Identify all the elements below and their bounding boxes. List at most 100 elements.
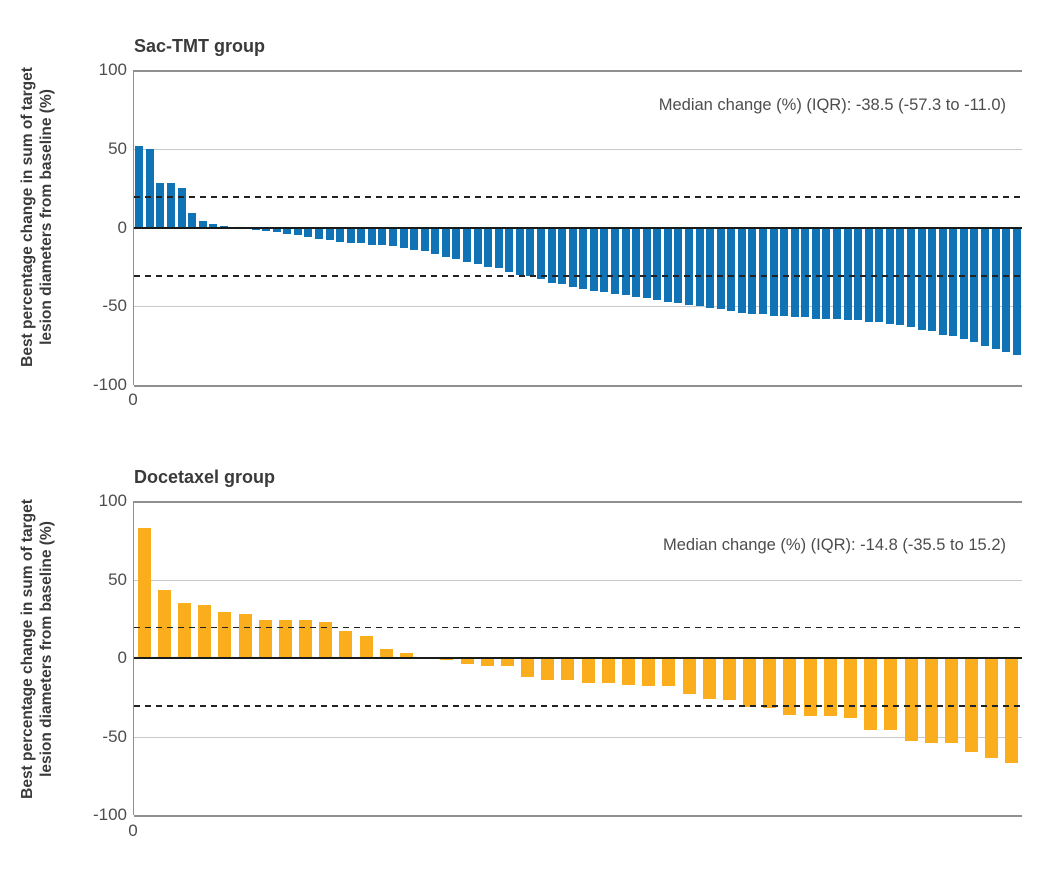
bar <box>452 227 461 259</box>
bar <box>823 658 837 717</box>
bar <box>621 658 635 685</box>
bar <box>537 227 545 280</box>
gridline--100 <box>134 815 1022 817</box>
bar <box>685 227 693 305</box>
bar <box>959 227 968 340</box>
bar <box>357 227 366 244</box>
bar <box>737 227 746 313</box>
bar <box>759 227 767 315</box>
bar <box>293 227 302 236</box>
bar <box>938 227 947 335</box>
bar <box>319 621 333 658</box>
bar <box>420 227 429 252</box>
bar <box>833 227 841 319</box>
bar <box>722 658 736 701</box>
gridline-50 <box>134 148 1022 150</box>
bar <box>743 658 757 707</box>
bar <box>949 227 958 337</box>
reference-line-20 <box>134 196 1022 198</box>
bar <box>780 227 789 316</box>
bar <box>325 227 334 241</box>
y-tick-label-0: 0 <box>117 217 127 237</box>
bar <box>521 658 535 677</box>
median-annotation-sac-tmt: Median change (%) (IQR): -38.5 (-57.3 to… <box>658 96 1006 114</box>
gridline--50 <box>134 306 1022 308</box>
bar <box>662 658 676 687</box>
bar <box>822 227 831 319</box>
y-tick-label-0: 0 <box>117 648 127 667</box>
y-tick-label--100: -100 <box>92 375 127 394</box>
bar <box>706 227 715 308</box>
bar <box>944 658 958 743</box>
bar <box>568 227 577 288</box>
bar <box>272 227 281 233</box>
reference-line--30 <box>134 705 1022 707</box>
bar <box>748 227 757 315</box>
bar <box>157 590 171 658</box>
bar <box>198 221 207 228</box>
median-annotation-docetaxel: Median change (%) (IQR): -14.8 (-35.5 to… <box>663 536 1006 554</box>
bar <box>674 227 683 304</box>
bar <box>262 227 271 231</box>
bar <box>854 227 863 321</box>
plot-area-docetaxel: Median change (%) (IQR): -14.8 (-35.5 to… <box>133 501 1022 817</box>
bar <box>561 658 575 680</box>
reference-line--30 <box>134 274 1022 277</box>
y-axis-label-top-line1: Best percentage change in sum of target <box>19 67 36 367</box>
bar <box>410 227 419 250</box>
bar <box>716 227 725 310</box>
bar <box>209 223 218 228</box>
bar <box>1005 658 1019 764</box>
bar <box>783 658 797 715</box>
bar <box>907 227 915 327</box>
bar <box>218 612 232 658</box>
panel-title-docetaxel: Docetaxel group <box>134 467 276 487</box>
x-origin-label-top: 0 <box>128 390 138 409</box>
bar <box>251 227 260 230</box>
bar <box>642 658 656 687</box>
bar <box>843 227 852 321</box>
bar <box>494 227 503 269</box>
bar <box>500 658 514 666</box>
zero-line <box>134 226 1022 229</box>
bar <box>884 658 898 731</box>
bar <box>541 658 555 680</box>
bar <box>304 227 313 237</box>
bar <box>702 658 716 699</box>
x-origin-label-bottom: 0 <box>128 821 138 840</box>
bar <box>558 227 567 285</box>
bar <box>601 658 615 684</box>
bar <box>547 227 556 283</box>
bar <box>621 227 630 296</box>
bar <box>177 603 191 658</box>
y-axis-label-bottom-line1: Best percentage change in sum of target <box>19 499 36 799</box>
bar <box>790 227 799 318</box>
bar <box>299 620 313 658</box>
plot-area-sac-tmt: Median change (%) (IQR): -38.5 (-57.3 to… <box>133 70 1022 387</box>
bar <box>177 188 186 228</box>
bar <box>801 227 810 318</box>
bar <box>864 658 878 731</box>
bar <box>611 227 619 294</box>
bar <box>315 227 323 239</box>
bar <box>682 658 696 695</box>
bar <box>991 227 1000 349</box>
bar <box>970 227 979 343</box>
bar <box>463 227 471 263</box>
bar <box>581 658 595 684</box>
bar <box>843 658 857 718</box>
bar <box>283 227 292 234</box>
y-tick-label-100: 100 <box>98 60 127 79</box>
bar <box>763 658 777 709</box>
bar <box>441 227 450 258</box>
bar <box>145 148 154 228</box>
bar <box>600 227 609 293</box>
panel-title-sac-tmt: Sac-TMT group <box>134 36 265 56</box>
bar <box>924 658 938 743</box>
bar <box>579 227 588 289</box>
bar <box>928 227 937 332</box>
bar <box>346 227 355 244</box>
bar <box>167 183 175 228</box>
gridline--100 <box>134 385 1022 387</box>
bar <box>278 620 292 658</box>
